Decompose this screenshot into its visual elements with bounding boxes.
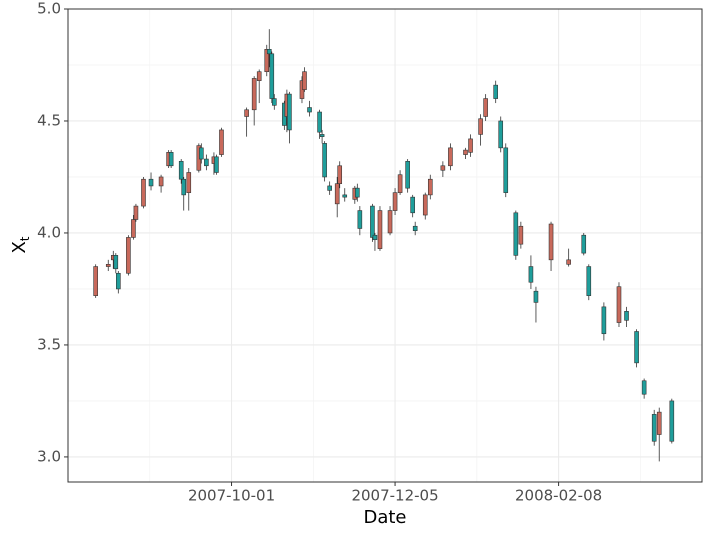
candle-body: [272, 98, 277, 106]
candle-body: [342, 194, 348, 198]
candle-body: [148, 178, 154, 187]
candle-body: [131, 219, 136, 238]
candle-body: [392, 192, 398, 211]
candle-body: [158, 176, 164, 187]
candle-body: [498, 120, 504, 149]
y-tick-label: 3.5: [37, 335, 61, 353]
candle-body: [319, 134, 325, 137]
candle-body: [533, 290, 539, 303]
candle-body: [168, 152, 174, 167]
candle-body: [397, 174, 403, 193]
candle-body: [113, 255, 119, 270]
candle-body: [116, 272, 121, 290]
candle-body: [199, 147, 204, 160]
candle-body: [641, 380, 647, 395]
candle-body: [518, 225, 524, 245]
candle-body: [244, 109, 249, 117]
candle-body: [307, 107, 312, 113]
y-tick-label: 4.0: [37, 223, 61, 241]
candle-body: [269, 53, 275, 99]
x-tick-label: 2007-12-05: [351, 487, 438, 505]
candle-body: [586, 266, 592, 296]
candle-body: [601, 306, 607, 335]
candle-body: [105, 264, 111, 267]
candle-body: [204, 158, 209, 167]
candle-body: [387, 210, 393, 234]
candle-body: [93, 266, 98, 296]
candle-body: [503, 147, 509, 193]
candle-body: [322, 143, 327, 178]
candle-body: [440, 165, 446, 171]
candle-body: [528, 266, 534, 283]
candle-body: [651, 414, 657, 442]
candle-body: [616, 286, 622, 323]
candle-body: [337, 165, 343, 184]
candle-body: [178, 160, 184, 180]
candle-body: [463, 149, 468, 155]
candle-body: [251, 78, 257, 111]
candle-body: [468, 138, 473, 153]
y-axis-label: Xt: [9, 236, 32, 253]
candle-body: [334, 183, 340, 205]
candle-body: [141, 178, 146, 207]
candle-body: [427, 178, 433, 196]
panel-border: [67, 8, 703, 483]
x-tick-label: 2008-02-08: [515, 487, 602, 505]
candle-body: [483, 98, 488, 117]
candle-body: [656, 411, 662, 435]
candle-body: [317, 111, 322, 133]
y-tick-label: 3.0: [37, 447, 61, 465]
candle-body: [410, 196, 415, 214]
candle-body: [478, 118, 483, 135]
candle-body: [181, 178, 187, 196]
candle-body: [412, 225, 418, 232]
candle-body: [513, 212, 519, 256]
candle-body: [287, 93, 292, 131]
candle-body: [370, 205, 375, 238]
candle-body: [186, 172, 192, 193]
candle-body: [493, 84, 498, 99]
candle-body: [302, 71, 307, 90]
candle-body: [126, 237, 131, 274]
candle-body: [548, 223, 554, 261]
candle-body: [133, 205, 139, 220]
candle-body: [448, 147, 453, 167]
y-tick-label: 4.5: [37, 111, 61, 129]
candle-body: [405, 160, 410, 189]
candle-body: [624, 311, 629, 321]
y-axis-label-subscript: t: [18, 236, 32, 241]
candle-body: [566, 259, 571, 265]
candle-body: [581, 234, 587, 254]
candle-body: [219, 129, 224, 155]
candle-body: [266, 49, 272, 55]
candle-body: [256, 71, 262, 81]
candle-body: [377, 210, 383, 249]
x-axis-label: Date: [363, 507, 406, 528]
candle-body: [669, 400, 675, 442]
candle-body: [327, 185, 332, 191]
candle-body: [214, 156, 219, 173]
candle-body: [357, 210, 363, 229]
y-tick-label: 5.0: [37, 0, 61, 18]
y-axis-label-main: X: [9, 241, 30, 253]
candle-body: [355, 187, 360, 198]
candle-body: [422, 194, 428, 216]
x-tick-label: 2007-10-01: [188, 487, 275, 505]
candle-body: [372, 234, 378, 240]
candle-body: [264, 49, 270, 73]
candle-body: [634, 331, 639, 364]
